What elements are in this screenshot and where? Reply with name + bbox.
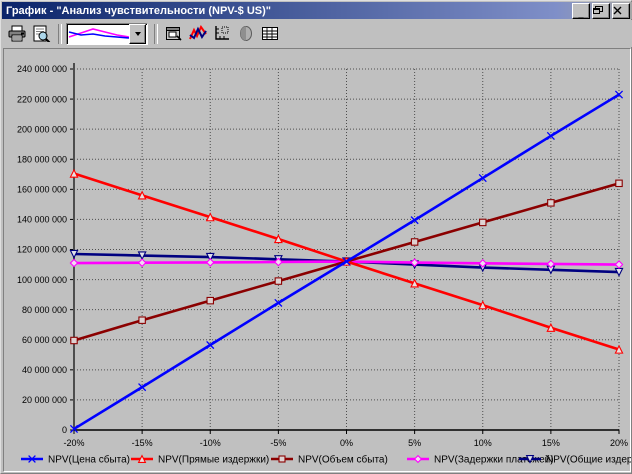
x-axis-tick-label: 20% — [610, 438, 628, 448]
window-title: График - "Анализ чувствительности (NPV-$… — [6, 4, 272, 17]
legend-item[interactable]: NPV(Задержки платежей) — [407, 455, 554, 466]
title-bar: График - "Анализ чувствительности (NPV-$… — [2, 2, 632, 19]
chart-type-combo[interactable] — [66, 22, 148, 45]
x-axis-tick-label: 5% — [408, 438, 421, 448]
chart-canvas[interactable]: 0 20 000 000 40 000 000 60 000 000 80 000 00… — [4, 49, 630, 471]
3d-view-button[interactable] — [234, 22, 257, 45]
y-axis-tick-label: 140 000 000 — [17, 215, 67, 225]
y-axis-tick-label: 200 000 000 — [17, 124, 67, 134]
legend-label: NPV(Прямые издержки) — [158, 455, 269, 466]
legend-item[interactable]: NPV(Общие издержки) — [519, 454, 631, 466]
x-axis-tick-label: 15% — [542, 438, 560, 448]
minimize-button[interactable]: _ — [572, 3, 590, 19]
legend-label: NPV(Общие издержки) — [546, 454, 631, 466]
y-axis-tick-label: 100 000 000 — [17, 275, 67, 285]
chart-properties-button[interactable] — [162, 22, 185, 45]
chart-series[interactable] — [69, 90, 624, 434]
y-axis-tick-label: 20 000 000 — [22, 395, 67, 405]
data-table-button[interactable] — [258, 22, 281, 45]
legend-label: NPV(Объем сбыта) — [298, 454, 388, 466]
series-button[interactable] — [186, 22, 209, 45]
window-controls: _ — [572, 3, 630, 19]
x-axis-tick-label: -10% — [200, 438, 221, 448]
print-button[interactable] — [6, 22, 29, 45]
toolbar-separator-1 — [58, 23, 62, 44]
chart-client-area: 0 20 000 000 40 000 000 60 000 000 80 000 00… — [3, 48, 631, 472]
x-axis-tick-label: -15% — [132, 438, 153, 448]
y-axis-tick-label: 0 — [62, 425, 67, 435]
close-button[interactable] — [612, 3, 630, 19]
y-axis-tick-label: 160 000 000 — [17, 185, 67, 195]
legend-label: NPV(Цена сбыта) — [48, 454, 130, 466]
legend-item[interactable]: NPV(Прямые издержки) — [131, 454, 269, 466]
y-axis-tick-label: 240 000 000 — [17, 64, 67, 74]
y-axis-tick-label: 220 000 000 — [17, 94, 67, 104]
legend-label: NPV(Задержки платежей) — [434, 455, 554, 466]
toolbar — [2, 20, 632, 47]
chart-type-preview — [67, 24, 129, 44]
restore-button[interactable] — [592, 3, 610, 19]
legend-canvas: NPV(Цена сбыта) NPV(Прямые издержки) NPV(О… — [21, 454, 631, 466]
x-axis-tick-label: 10% — [474, 438, 492, 448]
legend-item[interactable]: NPV(Цена сбыта) — [21, 454, 130, 466]
y-axis-tick-label: 80 000 000 — [22, 305, 67, 315]
toolbar-separator-2 — [154, 23, 158, 44]
x-axis-tick-label: 0% — [340, 438, 353, 448]
axes-button[interactable] — [210, 22, 233, 45]
y-axis-tick-label: 40 000 000 — [22, 365, 67, 375]
y-axis-tick-label: 180 000 000 — [17, 154, 67, 164]
chart-plot[interactable]: 0 20 000 000 40 000 000 60 000 000 80 000 00… — [4, 49, 630, 471]
y-axis-tick-label: 120 000 000 — [17, 245, 67, 255]
legend-item[interactable]: NPV(Объем сбыта) — [271, 454, 388, 466]
x-axis-tick-label: -20% — [63, 438, 84, 448]
x-axis-tick-label: -5% — [270, 438, 286, 448]
chart-legend: NPV(Цена сбыта) NPV(Прямые издержки) NPV(О… — [3, 449, 631, 469]
chevron-down-icon[interactable] — [129, 23, 146, 44]
y-axis-tick-label: 60 000 000 — [22, 335, 67, 345]
print-preview-button[interactable] — [30, 22, 53, 45]
